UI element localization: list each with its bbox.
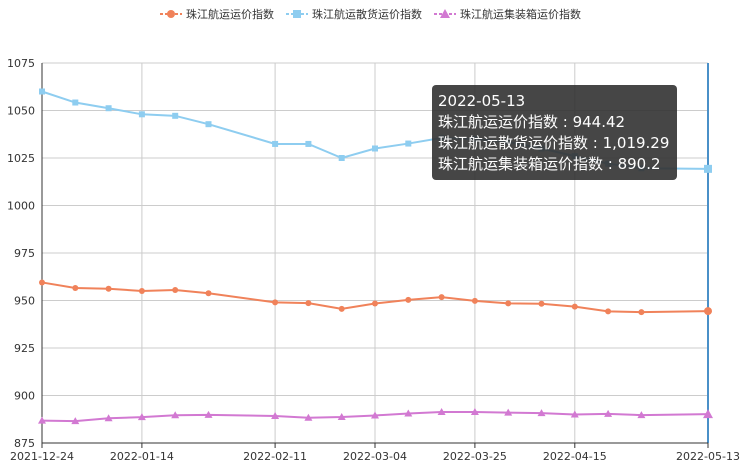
data-point <box>471 297 478 304</box>
data-point <box>272 299 279 306</box>
data-point <box>38 416 46 424</box>
data-point <box>272 140 279 147</box>
tooltip-row-bulk: 珠江航运散货运价指数 : 1,019.29 <box>438 134 670 152</box>
x-tick-label: 2021-12-24 <box>10 450 74 463</box>
y-tick-label: 950 <box>14 295 35 308</box>
data-point <box>171 411 180 419</box>
tooltip-title: 2022-05-13 <box>438 92 526 110</box>
data-point <box>105 285 112 292</box>
legend-label: 珠江航运集装箱运价指数 <box>460 8 581 21</box>
y-tick-label: 875 <box>14 437 35 450</box>
data-point <box>72 284 79 291</box>
data-point <box>704 307 712 316</box>
axes: 875 900 925 950 975 1000 1025 1050 1075 2021-12-2… <box>7 57 740 463</box>
data-point <box>537 409 546 417</box>
data-point <box>39 279 45 286</box>
x-tick-label: 2022-05-13 <box>676 450 740 463</box>
legend-item-bulk-index[interactable]: 珠江航运散货运价指数 <box>286 6 422 22</box>
data-point <box>204 410 213 418</box>
data-point <box>105 105 112 112</box>
data-point <box>172 287 179 294</box>
data-point <box>372 145 378 152</box>
data-point <box>404 409 413 417</box>
legend-label: 珠江航运运价指数 <box>186 8 274 21</box>
data-point <box>571 303 578 310</box>
data-point <box>570 410 579 418</box>
data-point <box>39 88 45 95</box>
data-point <box>304 413 313 421</box>
data-point <box>172 112 179 119</box>
x-tick-label: 2022-03-04 <box>343 450 407 463</box>
data-point <box>72 99 79 106</box>
data-point <box>337 412 346 420</box>
data-point <box>638 309 645 316</box>
x-tick-label: 2022-01-14 <box>110 450 174 463</box>
legend-item-freight-index[interactable]: 珠江航运运价指数 <box>160 6 274 22</box>
data-point <box>438 294 445 301</box>
y-tick-label: 925 <box>14 342 35 355</box>
data-point <box>271 412 280 420</box>
triangle-marker-icon <box>434 9 456 18</box>
x-tick-label: 2022-02-11 <box>243 450 307 463</box>
data-point <box>305 300 312 307</box>
data-point <box>704 164 712 173</box>
data-point <box>703 409 713 419</box>
data-point <box>605 308 612 315</box>
circle-marker-icon <box>160 10 182 18</box>
data-point <box>371 411 379 419</box>
y-tick-label: 1000 <box>7 200 35 213</box>
data-point <box>104 414 113 422</box>
data-point <box>405 296 412 303</box>
square-marker-icon <box>286 10 308 18</box>
x-tick-label: 2022-03-25 <box>443 450 507 463</box>
data-point <box>372 300 378 307</box>
data-point <box>604 409 613 417</box>
y-tick-label: 975 <box>14 247 35 260</box>
data-point <box>405 140 412 147</box>
tooltip-row-container: 珠江航运集装箱运价指数 : 890.2 <box>438 155 661 173</box>
data-point <box>138 111 145 118</box>
y-tick-label: 1025 <box>7 152 35 165</box>
legend-label: 珠江航运散货运价指数 <box>312 8 422 21</box>
data-point <box>538 300 545 307</box>
x-tick-label: 2022-04-15 <box>543 450 607 463</box>
legend: 珠江航运运价指数 珠江航运散货运价指数 珠江航运集装箱运价指数 <box>0 6 741 22</box>
data-point <box>470 408 479 416</box>
y-tick-label: 1075 <box>7 57 35 70</box>
data-point <box>338 155 345 161</box>
data-point <box>305 140 312 147</box>
data-point <box>137 413 146 421</box>
legend-item-container-index[interactable]: 珠江航运集装箱运价指数 <box>434 6 581 22</box>
data-point <box>205 290 212 297</box>
grid-lines <box>41 62 709 444</box>
data-point <box>505 300 512 307</box>
data-point <box>138 288 145 294</box>
data-point <box>637 411 646 419</box>
data-point <box>437 408 446 416</box>
y-tick-label: 900 <box>14 390 35 403</box>
data-point <box>205 121 212 128</box>
tooltip: 2022-05-13 珠江航运运价指数 : 944.42 珠江航运散货运价指数 … <box>432 85 678 180</box>
tooltip-row-freight: 珠江航运运价指数 : 944.42 <box>438 113 626 131</box>
y-tick-label: 1050 <box>7 105 35 118</box>
data-point <box>504 408 513 416</box>
data-point <box>71 417 80 425</box>
data-point <box>338 305 345 312</box>
